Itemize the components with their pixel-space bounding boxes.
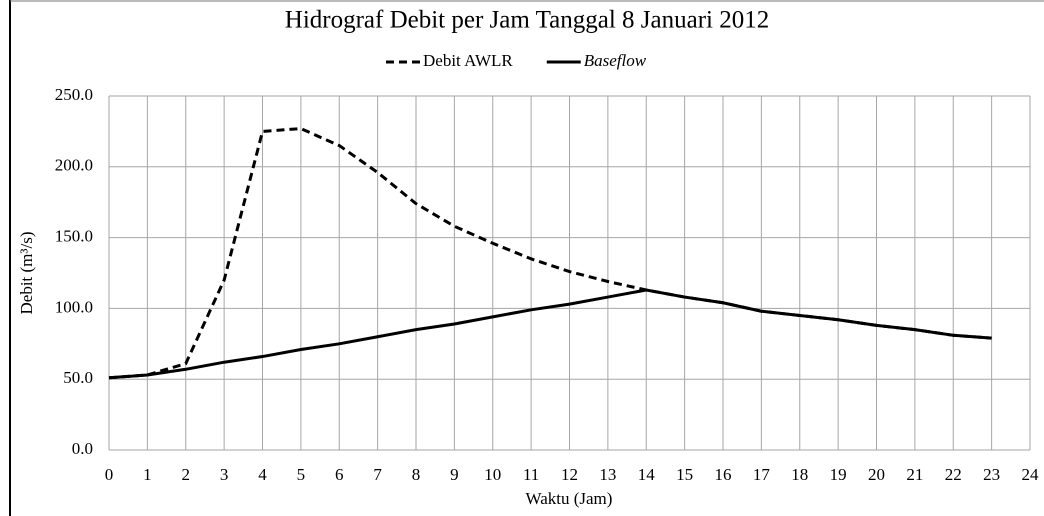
- chart-title: Hidrograf Debit per Jam Tanggal 8 Januar…: [285, 7, 769, 34]
- x-tick-label: 14: [638, 465, 656, 484]
- y-axis-label: Debit (m³/s): [17, 232, 36, 315]
- x-tick-label: 19: [830, 465, 847, 484]
- x-tick-label: 22: [945, 465, 962, 484]
- x-tick-label: 12: [561, 465, 578, 484]
- x-tick-label: 0: [105, 465, 114, 484]
- x-tick-label: 3: [220, 465, 229, 484]
- x-tick-label: 13: [599, 465, 616, 484]
- x-tick-label: 4: [258, 465, 267, 484]
- x-tick-label: 10: [484, 465, 501, 484]
- x-tick-label: 8: [412, 465, 421, 484]
- y-tick-label: 0.0: [72, 439, 93, 458]
- x-tick-label: 18: [791, 465, 808, 484]
- x-tick-label: 20: [868, 465, 885, 484]
- x-tick-label: 1: [143, 465, 152, 484]
- x-tick-label: 11: [523, 465, 539, 484]
- x-tick-label: 21: [906, 465, 923, 484]
- x-tick-label: 5: [297, 465, 306, 484]
- x-axis-label: Waktu (Jam): [526, 489, 613, 508]
- y-tick-label: 250.0: [55, 85, 93, 104]
- series-line: [108, 288, 992, 380]
- x-tick-label: 2: [182, 465, 191, 484]
- x-tick-label: 7: [373, 465, 382, 484]
- legend-label: Baseflow: [584, 51, 647, 70]
- legend-label: Debit AWLR: [423, 51, 513, 70]
- x-tick-label: 24: [1022, 465, 1040, 484]
- y-tick-label: 100.0: [55, 297, 93, 316]
- y-tick-label: 50.0: [63, 368, 93, 387]
- x-tick-label: 9: [450, 465, 459, 484]
- x-tick-label: 15: [676, 465, 693, 484]
- x-tick-label: 23: [983, 465, 1000, 484]
- x-tick-label: 6: [335, 465, 344, 484]
- x-tick-label: 17: [753, 465, 771, 484]
- y-tick-label: 200.0: [55, 156, 93, 175]
- x-tick-label: 16: [715, 465, 732, 484]
- y-tick-label: 150.0: [55, 227, 93, 246]
